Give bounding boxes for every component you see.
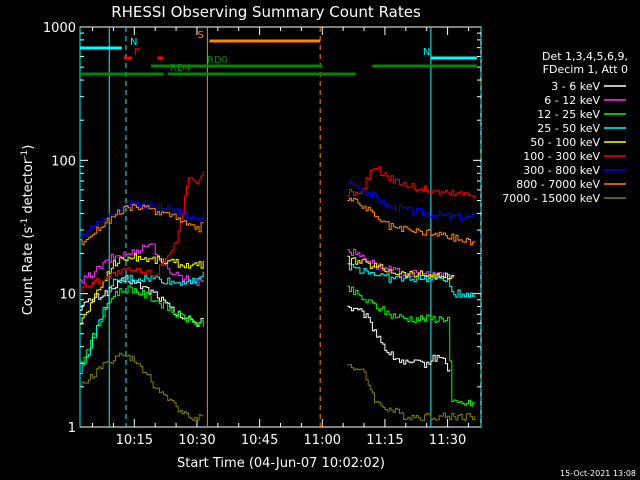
legend-entry: 12 - 25 keV — [537, 108, 600, 121]
legend-entry: 100 - 300 keV — [523, 150, 600, 163]
y-axis-label-end: ) — [21, 145, 36, 150]
series-line — [80, 171, 204, 291]
series-line — [80, 204, 204, 246]
flag-label: RD4 — [170, 63, 191, 74]
legend-entry: 6 - 12 keV — [544, 94, 600, 107]
flag-label: F — [134, 47, 140, 58]
series-line — [347, 179, 476, 221]
legend-entry: 50 - 100 keV — [530, 136, 600, 149]
series-line — [80, 275, 204, 327]
x-tick-label: 11:15 — [366, 433, 403, 448]
chart-title: RHESSI Observing Summary Count Rates — [111, 3, 421, 21]
series-line — [80, 285, 204, 363]
legend-header: FDecim 1, Att 0 — [543, 63, 628, 76]
y-tick-label: 1000 — [43, 21, 76, 36]
series-line — [347, 285, 476, 407]
series-line — [80, 271, 204, 374]
y-tick-label: 1 — [68, 421, 76, 436]
y-axis-label-mid: detector — [21, 158, 36, 218]
legend-header: Det 1,3,4,5,6,9, — [542, 50, 628, 63]
x-tick-label: 10:45 — [241, 433, 278, 448]
x-axis-label: Start Time (04-Jun-07 10:02:02) — [177, 456, 385, 471]
axes: 10:15 10:30 10:45 11:00 11:15 11:30 1 10 100 1000 — [43, 21, 481, 448]
y-axis-label: Count Rate (s-1 detector-1) — [20, 145, 36, 316]
series-line — [347, 305, 451, 372]
legend-entry: 300 - 800 keV — [523, 164, 600, 177]
x-tick-label: 11:30 — [429, 433, 466, 448]
y-tick-label: 10 — [59, 288, 76, 303]
series-line — [347, 263, 476, 298]
series-line — [347, 255, 455, 280]
legend-entry: 3 - 6 keV — [551, 80, 600, 93]
x-tick-label: 10:30 — [178, 433, 215, 448]
flag-label: N — [423, 47, 430, 58]
legend-entry: 7000 - 15000 keV — [502, 192, 600, 205]
x-tick-label: 11:00 — [304, 433, 341, 448]
legend: Det 1,3,4,5,6,9,FDecim 1, Att 0 3 - 6 keV… — [502, 50, 628, 205]
legend-entry: 25 - 50 keV — [537, 122, 600, 135]
flag-label: S — [197, 30, 203, 41]
flag-label: N — [130, 37, 137, 48]
y-tick-label: 100 — [51, 154, 76, 169]
flag-label: RD0 — [207, 55, 228, 66]
y-axis-label-sup1: -1 — [20, 218, 30, 227]
series-line — [347, 364, 476, 421]
legend-entry: 800 - 7000 keV — [516, 178, 600, 191]
vertical-markers — [79, 27, 482, 427]
series-line — [80, 352, 204, 421]
x-tick-label: 10:15 — [116, 433, 153, 448]
series-line — [347, 166, 476, 199]
y-axis-label-base: Count Rate (s — [21, 227, 36, 316]
series-line — [80, 253, 204, 325]
series-line — [347, 197, 476, 246]
series-line — [80, 243, 204, 286]
y-axis-label-sup2: -1 — [20, 150, 30, 159]
series-group — [80, 166, 476, 421]
date-stamp: 15-Oct-2021 13:08 — [560, 469, 636, 478]
